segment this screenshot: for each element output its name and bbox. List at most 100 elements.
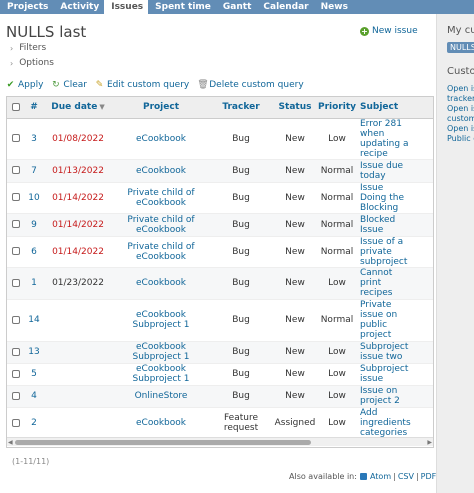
- sidebar-query-link[interactable]: Open is: [447, 84, 474, 93]
- sidebar-query-link[interactable]: tracker: [447, 94, 474, 103]
- table-row[interactable]: 13 eCookbook Subproject 1 Bug New Low Subproj…: [7, 341, 433, 364]
- table-row[interactable]: 3 01/08/2022 eCookbook Bug New Low Error 281 wh…: [7, 118, 433, 160]
- column-header-project[interactable]: Project: [113, 97, 209, 119]
- nav-tab-issues[interactable]: Issues: [104, 0, 149, 14]
- table-row[interactable]: 10 01/14/2022 Private child of eCookbook Bu…: [7, 182, 433, 214]
- subject-link[interactable]: Cannot print recipes: [357, 267, 433, 300]
- atom-link[interactable]: Atom: [369, 472, 392, 481]
- row-checkbox[interactable]: [7, 118, 25, 160]
- row-checkbox[interactable]: [7, 299, 25, 342]
- issue-id-link[interactable]: 1: [25, 267, 43, 300]
- table-row[interactable]: 9 01/14/2022 Private child of eCookbook Bug…: [7, 213, 433, 237]
- tracker-cell: Bug: [209, 267, 273, 300]
- scroll-right-icon[interactable]: ▶: [427, 439, 432, 446]
- nav-tab-activity[interactable]: Activity: [60, 2, 100, 12]
- subject-link[interactable]: Error 281 when updating a recipe: [357, 118, 433, 160]
- column-header-tracker[interactable]: Tracker: [209, 97, 273, 119]
- table-row[interactable]: 5 eCookbook Subproject 1 Bug New Low Subproje…: [7, 363, 433, 386]
- project-link[interactable]: eCookbook: [113, 159, 209, 183]
- row-checkbox[interactable]: [7, 267, 25, 300]
- row-checkbox[interactable]: [7, 407, 25, 440]
- issue-id-link[interactable]: 7: [25, 159, 43, 183]
- subject-link[interactable]: Issue of a private subproject: [357, 236, 433, 268]
- table-row[interactable]: 2 eCookbook Feature request Assigned Low Add i…: [7, 407, 433, 440]
- nav-tab-calendar[interactable]: Calendar: [263, 2, 309, 12]
- subject-link[interactable]: Issue Doing the Blocking: [357, 182, 433, 214]
- nav-tab-projects[interactable]: Projects: [7, 2, 49, 12]
- separator: |: [393, 472, 396, 481]
- column-header-status[interactable]: Status: [273, 97, 317, 119]
- due-date-cell: 01/14/2022: [43, 236, 113, 268]
- scrollbar-thumb[interactable]: [15, 440, 311, 445]
- subject-link[interactable]: Issue due today: [357, 159, 433, 183]
- project-link[interactable]: OnlineStore: [113, 385, 209, 408]
- column-header-subject[interactable]: Subject: [357, 97, 433, 119]
- row-checkbox[interactable]: [7, 159, 25, 183]
- subject-link[interactable]: Issue on project 2: [357, 385, 433, 408]
- issue-id-link[interactable]: 10: [25, 182, 43, 214]
- project-link[interactable]: eCookbook Subproject 1: [113, 299, 209, 342]
- delete-query-button[interactable]: 🗑 Delete custom query: [197, 80, 303, 90]
- project-link[interactable]: eCookbook Subproject 1: [113, 341, 209, 364]
- project-link[interactable]: eCookbook: [113, 118, 209, 160]
- select-all-checkbox[interactable]: [7, 97, 25, 119]
- table-row[interactable]: 6 01/14/2022 Private child of eCookbook Bug…: [7, 236, 433, 268]
- issue-id-link[interactable]: 9: [25, 213, 43, 237]
- edit-query-button[interactable]: ✎ Edit custom query: [95, 80, 190, 90]
- project-link[interactable]: eCookbook: [113, 267, 209, 300]
- sidebar-selected-query[interactable]: NULLS l: [447, 42, 474, 53]
- status-cell: New: [273, 385, 317, 408]
- nav-tab-spent-time[interactable]: Spent time: [155, 2, 211, 12]
- new-issue-link[interactable]: + New issue: [360, 26, 418, 36]
- project-link[interactable]: Private child of eCookbook: [113, 182, 209, 214]
- nav-tab-gantt[interactable]: Gantt: [222, 2, 252, 12]
- sidebar-query-link[interactable]: Open is: [447, 104, 474, 113]
- table-row[interactable]: 14 eCookbook Subproject 1 Bug New Normal Priv…: [7, 299, 433, 342]
- issue-id-link[interactable]: 13: [25, 341, 43, 364]
- nav-tab-news[interactable]: News: [320, 2, 348, 12]
- sidebar-query-link[interactable]: Public c: [447, 134, 474, 143]
- project-link[interactable]: Private child of eCookbook: [113, 236, 209, 268]
- subject-link[interactable]: Subproject issue two: [357, 341, 433, 364]
- sidebar-query-link[interactable]: custom: [447, 114, 474, 123]
- horizontal-scrollbar[interactable]: ◀ ▶: [7, 437, 433, 446]
- issue-id-link[interactable]: 14: [25, 299, 43, 342]
- tracker-cell: Bug: [209, 299, 273, 342]
- options-toggle[interactable]: › Options: [10, 58, 54, 68]
- row-checkbox[interactable]: [7, 385, 25, 408]
- issue-id-link[interactable]: 4: [25, 385, 43, 408]
- column-header-id[interactable]: #: [25, 97, 43, 119]
- project-link[interactable]: eCookbook Subproject 1: [113, 363, 209, 386]
- checkbox-icon: [12, 102, 20, 111]
- filters-toggle[interactable]: › Filters: [10, 43, 46, 53]
- apply-button[interactable]: ✔ Apply: [6, 80, 44, 90]
- row-checkbox[interactable]: [7, 236, 25, 268]
- csv-link[interactable]: CSV: [397, 472, 414, 481]
- feed-icon: [359, 473, 367, 480]
- project-link[interactable]: eCookbook: [113, 407, 209, 440]
- subject-link[interactable]: Subproject issue: [357, 363, 433, 386]
- table-row[interactable]: 1 01/23/2022 eCookbook Bug New Low Cannot print…: [7, 267, 433, 300]
- checkbox-icon: [12, 347, 20, 356]
- issue-id-link[interactable]: 3: [25, 118, 43, 160]
- subject-link[interactable]: Private issue on public project: [357, 299, 433, 342]
- column-header-due-date[interactable]: Due date ▼: [43, 97, 113, 119]
- issue-id-link[interactable]: 6: [25, 236, 43, 268]
- scroll-left-icon[interactable]: ◀: [8, 439, 13, 446]
- row-checkbox[interactable]: [7, 363, 25, 386]
- table-row[interactable]: 7 01/13/2022 eCookbook Bug New Normal Issue du…: [7, 159, 433, 183]
- row-checkbox[interactable]: [7, 213, 25, 237]
- project-link[interactable]: Private child of eCookbook: [113, 213, 209, 237]
- clear-button[interactable]: ↻ Clear: [51, 80, 87, 90]
- table-row[interactable]: 4 OnlineStore Bug New Low Issue on project 2: [7, 385, 433, 408]
- issue-id-link[interactable]: 2: [25, 407, 43, 440]
- sidebar-query-link[interactable]: Open is: [447, 124, 474, 133]
- subject-link[interactable]: Add ingredients categories: [357, 407, 433, 440]
- row-checkbox[interactable]: [7, 341, 25, 364]
- column-header-priority[interactable]: Priority: [317, 97, 357, 119]
- subject-link[interactable]: Blocked Issue: [357, 213, 433, 237]
- issue-id-link[interactable]: 5: [25, 363, 43, 386]
- sidebar-title-custom-queries: Custo: [447, 66, 474, 77]
- row-checkbox[interactable]: [7, 182, 25, 214]
- pdf-link[interactable]: PDF: [420, 472, 437, 481]
